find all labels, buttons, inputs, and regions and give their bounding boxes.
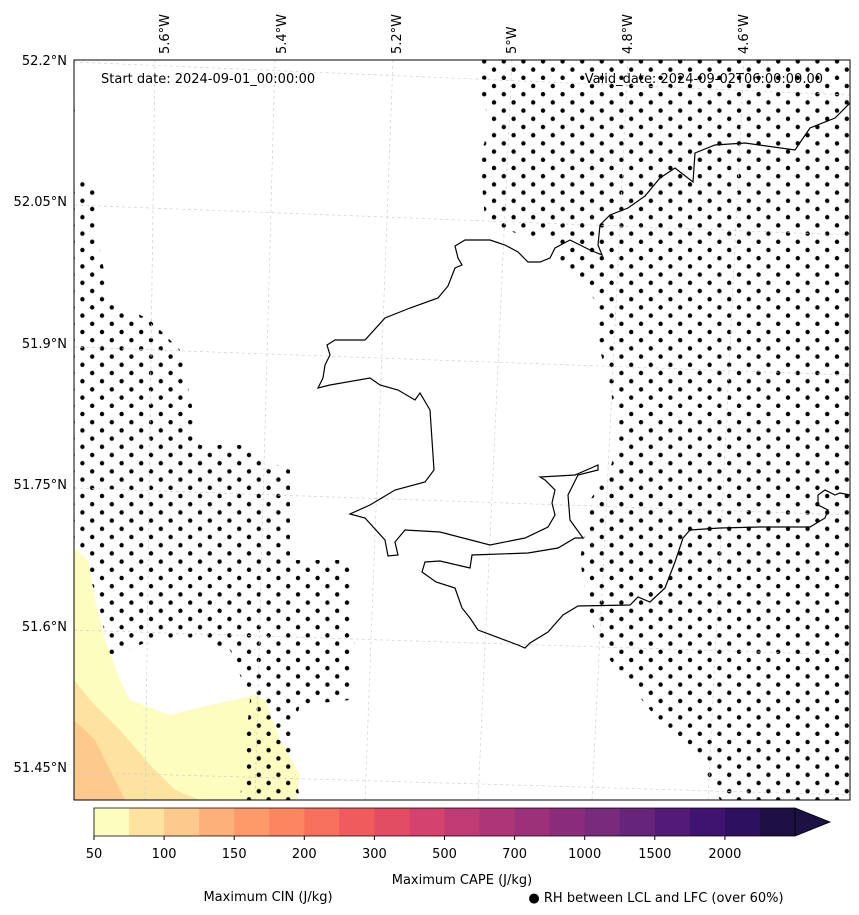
lat-label: 52.05°N xyxy=(14,195,67,210)
lon-label: 5.6°W xyxy=(158,14,173,54)
coastline xyxy=(316,102,850,649)
colorbar-segment xyxy=(234,808,270,836)
colorbar-tick-label: 100 xyxy=(152,847,177,862)
colorbar-ticks: 50 100 150 200 300 500 700 1000 1500 2000 xyxy=(86,836,741,862)
colorbar-segment xyxy=(549,808,586,836)
colorbar-extend-arrow xyxy=(794,807,832,837)
colorbar-segment xyxy=(584,808,621,836)
colorbar-segment xyxy=(94,808,130,836)
lat-label: 51.6°N xyxy=(22,620,67,635)
colorbar-segment xyxy=(129,808,165,836)
start-date-label: Start date: 2024-09-01_00:00:00 xyxy=(101,72,315,87)
colorbar-tick-label: 150 xyxy=(222,847,247,862)
colorbar-segment xyxy=(689,808,726,836)
lon-label: 4.8°W xyxy=(621,14,636,54)
map-panel xyxy=(74,60,850,800)
cin-legend-label: Maximum CIN (J/kg) xyxy=(203,890,332,905)
colorbar-tick-label: 500 xyxy=(432,847,457,862)
colorbar-tick-label: 2000 xyxy=(708,847,741,862)
colorbar-segment xyxy=(409,808,445,836)
colorbar-tick-label: 700 xyxy=(502,847,527,862)
lon-label: 5°W xyxy=(505,26,520,54)
colorbar-segment xyxy=(269,808,305,836)
colorbar-segment xyxy=(479,808,516,836)
colorbar-segment xyxy=(339,808,375,836)
lat-label: 51.75°N xyxy=(14,478,67,493)
lat-label: 51.45°N xyxy=(14,761,67,776)
lon-label: 5.4°W xyxy=(275,14,290,54)
colorbar-tick-label: 1500 xyxy=(638,847,671,862)
colorbar-tick-label: 300 xyxy=(362,847,387,862)
valid-date-label: Valid_date: 2024-09-02T06:00:00.00 xyxy=(585,72,823,87)
lon-label: 4.6°W xyxy=(737,14,752,54)
lon-label: 5.2°W xyxy=(390,14,405,54)
colorbar-tick-label: 200 xyxy=(292,847,317,862)
colorbar-segment xyxy=(514,808,551,836)
colorbar-segment xyxy=(724,808,761,836)
colorbar-segment xyxy=(304,808,340,836)
rh-legend-label: ● RH between LCL and LFC (over 60%) xyxy=(528,891,783,906)
cape-fill xyxy=(74,548,300,800)
colorbar-segment xyxy=(444,808,481,836)
map-frame xyxy=(73,59,851,801)
lat-label: 52.2°N xyxy=(22,54,67,69)
rh-stipple xyxy=(74,60,850,800)
lon-labels: 5.6°W 5.4°W 5.2°W 5°W 4.8°W 4.6°W xyxy=(158,14,752,54)
colorbar-tick-label: 50 xyxy=(86,847,103,862)
colorbar-segment xyxy=(759,808,796,836)
colorbar-segment xyxy=(619,808,656,836)
colorbar xyxy=(93,807,832,837)
colorbar-segment xyxy=(374,808,410,836)
colorbar-segment xyxy=(164,808,200,836)
colorbar-tick-label: 1000 xyxy=(568,847,601,862)
lat-label: 51.9°N xyxy=(22,337,67,352)
lat-labels: 52.2°N 52.05°N 51.9°N 51.75°N 51.6°N 51.… xyxy=(14,54,67,776)
colorbar-segment xyxy=(199,808,235,836)
colorbar-title: Maximum CAPE (J/kg) xyxy=(392,873,532,888)
colorbar-segment xyxy=(654,808,691,836)
